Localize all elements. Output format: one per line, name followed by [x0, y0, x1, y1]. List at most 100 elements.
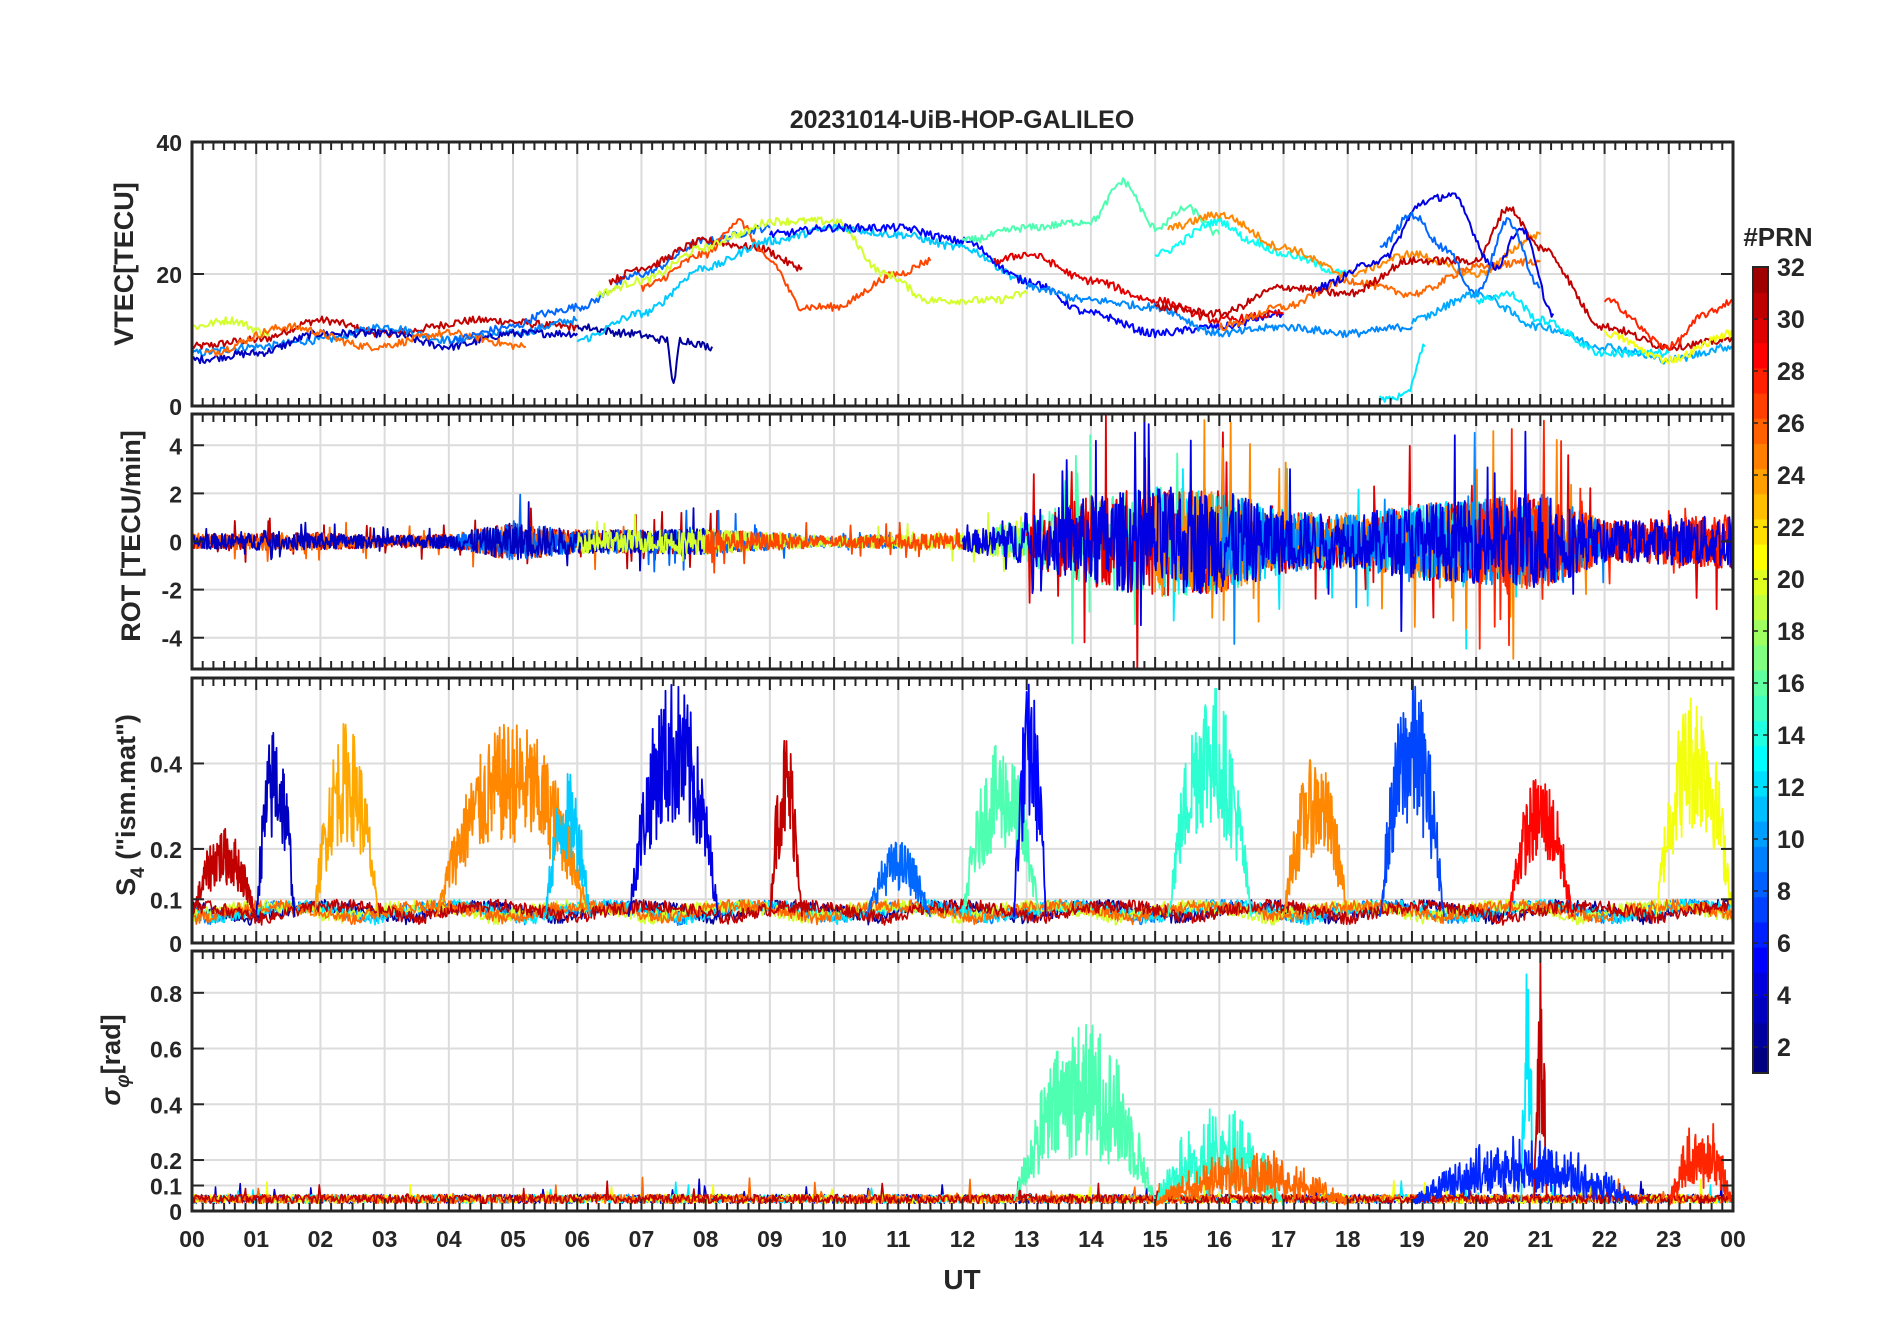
panel-sigma_phi-frame — [190, 949, 1735, 1213]
vtec-trace-prn27 — [1603, 297, 1733, 351]
s4-burst-prn14 — [1167, 687, 1253, 917]
x-tick-label: 06 — [564, 1226, 590, 1252]
y-tick-label: 0.4 — [150, 751, 182, 777]
colorbar-band — [1753, 921, 1768, 948]
s4-burst-prn7 — [1379, 679, 1445, 917]
y-tick-label: 0.2 — [150, 1148, 182, 1174]
colorbar-band — [1753, 468, 1768, 495]
colorbar-band — [1753, 695, 1768, 721]
panel-sigma_phi: 00.10.2 0.4 0.6 0.8 — [150, 951, 1734, 1225]
x-tick-label: 02 — [308, 1226, 334, 1252]
colorbar-band — [1753, 267, 1768, 293]
ylabel-vtec: VTEC[TECU] — [109, 182, 139, 346]
colorbar-band — [1753, 745, 1768, 772]
vtec-trace-prn20 — [1603, 329, 1733, 365]
s4-burst-prn30 — [769, 739, 803, 917]
panel-vtec-border — [190, 140, 1735, 408]
vtec-trace-prn3 — [192, 328, 579, 365]
colorbar-tick-label: 26 — [1777, 410, 1805, 438]
colorbar-band — [1753, 544, 1768, 570]
panel-rot-border — [190, 412, 1735, 671]
y-tick-label: 0.8 — [150, 981, 182, 1007]
y-tick-label: -2 — [162, 578, 182, 604]
vtec-trace-prn30 — [608, 236, 803, 286]
panel-s4: 0 0.1 0.2 0.4 — [150, 678, 1734, 957]
x-tick-label: 08 — [693, 1226, 719, 1252]
vtec-trace-prn15 — [961, 177, 1221, 244]
colorbar-tick-label: 12 — [1777, 774, 1805, 802]
x-axis-label: UT — [943, 1264, 980, 1295]
x-tick-label: 01 — [243, 1226, 269, 1252]
y-tick-label: 0.1 — [150, 887, 182, 913]
colorbar-band — [1753, 972, 1768, 999]
vtec-trace-prn2 — [576, 323, 714, 384]
panel-sigma_phi-border — [190, 949, 1735, 1213]
colorbar-tick-label: 16 — [1777, 670, 1805, 698]
vtec-trace-prn12 — [1378, 343, 1426, 403]
colorbar-band — [1753, 997, 1768, 1024]
s4-burst-prn24 — [435, 723, 591, 917]
colorbar-band — [1753, 795, 1768, 822]
vtec-trace-prn19 — [192, 316, 270, 337]
vtec-trace-prn13 — [1154, 216, 1349, 277]
colorbar-band — [1753, 720, 1768, 747]
colorbar-band — [1753, 493, 1768, 520]
panel-s4-traces — [192, 679, 1733, 927]
colorbar-tick-label: 20 — [1777, 566, 1805, 594]
y-tick-label: 20 — [156, 262, 182, 288]
sigma-burst-prn25 — [1154, 1147, 1349, 1207]
vtec-trace-prn8 — [1379, 211, 1541, 297]
colorbar-title: #PRN — [1743, 222, 1812, 252]
colorbar-band — [1753, 644, 1768, 671]
vtec-trace-prn29 — [993, 251, 1284, 325]
colorbar-band — [1753, 317, 1768, 344]
panel-vtec-traces — [192, 177, 1733, 403]
y-tick-label: 0 — [169, 394, 182, 420]
colorbar-tick-label: 28 — [1777, 358, 1805, 386]
s4-burst-prn20 — [1655, 697, 1733, 917]
x-tick-label: 16 — [1207, 1226, 1233, 1252]
x-tick-label: 20 — [1463, 1226, 1489, 1252]
x-tick-label: 21 — [1528, 1226, 1554, 1252]
colorbar-tick-label: 14 — [1777, 722, 1805, 750]
rot-trace-prn26 — [704, 521, 964, 574]
rot-trace-prn4 — [961, 414, 1733, 633]
colorbar-band — [1753, 292, 1768, 318]
panel-rot-frame — [190, 412, 1735, 671]
x-tick-label: 05 — [500, 1226, 526, 1252]
plot-layer: 02040-4-202400.10.20.400.10.20.40.60.800… — [150, 130, 1805, 1252]
colorbar-band — [1753, 871, 1768, 898]
x-tick-label: 00 — [179, 1226, 205, 1252]
colorbar-tick-label: 30 — [1777, 306, 1805, 334]
x-tick-label: 23 — [1656, 1226, 1682, 1252]
s4-burst-prn8 — [865, 841, 932, 918]
panel-rot-traces — [192, 414, 1733, 669]
vtec-trace-prn9 — [1025, 282, 1413, 339]
colorbar-band — [1753, 1047, 1768, 1074]
panel-s4-border — [190, 676, 1735, 945]
colorbar-band — [1753, 418, 1768, 444]
colorbar-tick-label: 6 — [1777, 930, 1791, 958]
sigma-burst-prn6 — [1411, 1135, 1638, 1206]
colorbar-band — [1753, 1022, 1768, 1049]
s4-burst-prn4 — [627, 684, 720, 917]
sigma-burst-prn30 — [1533, 962, 1548, 1201]
colorbar-tick-label: 24 — [1777, 462, 1805, 490]
y-tick-label: 0 — [169, 530, 182, 556]
colorbar-band — [1753, 619, 1768, 646]
ylabel-sigma-phi: σφ[rad] — [96, 1014, 134, 1105]
colorbar-band — [1753, 821, 1768, 847]
y-tick-label: 0.6 — [150, 1037, 182, 1063]
x-tick-label: 03 — [372, 1226, 398, 1252]
colorbar-tick-label: 18 — [1777, 618, 1805, 646]
x-tick-label: 04 — [436, 1226, 462, 1252]
rot-trace-prn3 — [192, 501, 707, 572]
x-tick-label: 09 — [757, 1226, 783, 1252]
x-tick-label: 14 — [1078, 1226, 1104, 1252]
colorbar-tick-label: 8 — [1777, 878, 1791, 906]
s4-burst-prn3 — [255, 731, 296, 917]
x-tick-label: 11 — [886, 1226, 911, 1252]
y-tick-label: 2 — [169, 481, 182, 507]
colorbar-border — [1752, 266, 1769, 1074]
sigma-burst-prn27 — [1668, 1123, 1733, 1206]
